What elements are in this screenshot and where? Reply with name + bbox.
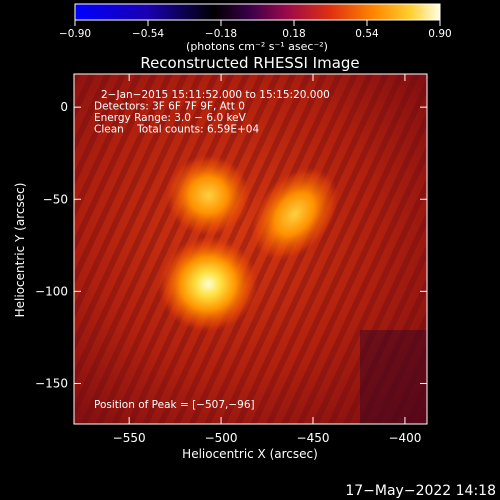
colorbar-ticks: −0.90 −0.54 −0.18 0.18 0.54 0.90 (59, 20, 452, 40)
image-dark-corner (360, 330, 427, 424)
image-plot-area (74, 74, 427, 424)
colorbar-tick-label: −0.18 (205, 28, 237, 40)
colorbar-tick-label: 0.54 (355, 28, 379, 40)
y-tick-label: −50 (43, 192, 68, 206)
colorbar-gradient (74, 3, 441, 21)
colorbar-tick-label: −0.54 (132, 28, 164, 40)
x-tick-label: −550 (113, 431, 146, 445)
y-tick-label: −150 (35, 376, 68, 390)
annotation-line: Detectors: 3F 6F 7F 9F, Att 0 (94, 101, 245, 113)
colorbar-tick-label: 0.90 (428, 28, 451, 40)
colorbar: −0.90 −0.54 −0.18 0.18 0.54 0.90 (photons cm⁻… (59, 3, 452, 53)
y-tick-label: −100 (35, 284, 68, 298)
chart-title: Reconstructed RHESSI Image (140, 54, 359, 72)
emission-source (158, 236, 259, 332)
colorbar-tick-label: −0.90 (59, 28, 91, 40)
annotation-block: 2−Jan−2015 15:11:52.000 to 15:15:20.000D… (94, 89, 330, 136)
peak-position-label: Position of Peak = [−507,−96] (94, 399, 255, 411)
x-axis-label: Heliocentric X (arcsec) (182, 447, 318, 461)
colorbar-unit-label: (photons cm⁻² s⁻¹ asec⁻²) (186, 40, 328, 53)
emission-source (250, 167, 339, 261)
annotation-line: Energy Range: 3.0 − 6.0 keV (94, 112, 247, 124)
annotation-line: 2−Jan−2015 15:11:52.000 to 15:15:20.000 (101, 89, 330, 101)
colorbar-tick-label: 0.18 (282, 28, 305, 40)
footer-timestamp: 17−May−2022 14:18 (345, 483, 496, 499)
y-tick-label: 0 (60, 100, 68, 114)
x-tick-label: −500 (205, 431, 238, 445)
emission-source (165, 155, 251, 237)
axis-ticks: −550 −500 −450 −400 0 −50 −100 −150 (35, 74, 427, 445)
annotation-line: Clean Total counts: 6.59E+04 (94, 124, 259, 136)
plot-frame (73, 73, 428, 425)
x-tick-label: −400 (388, 431, 421, 445)
y-axis-label: Heliocentric Y (arcsec) (13, 183, 27, 318)
x-tick-label: −450 (297, 431, 330, 445)
